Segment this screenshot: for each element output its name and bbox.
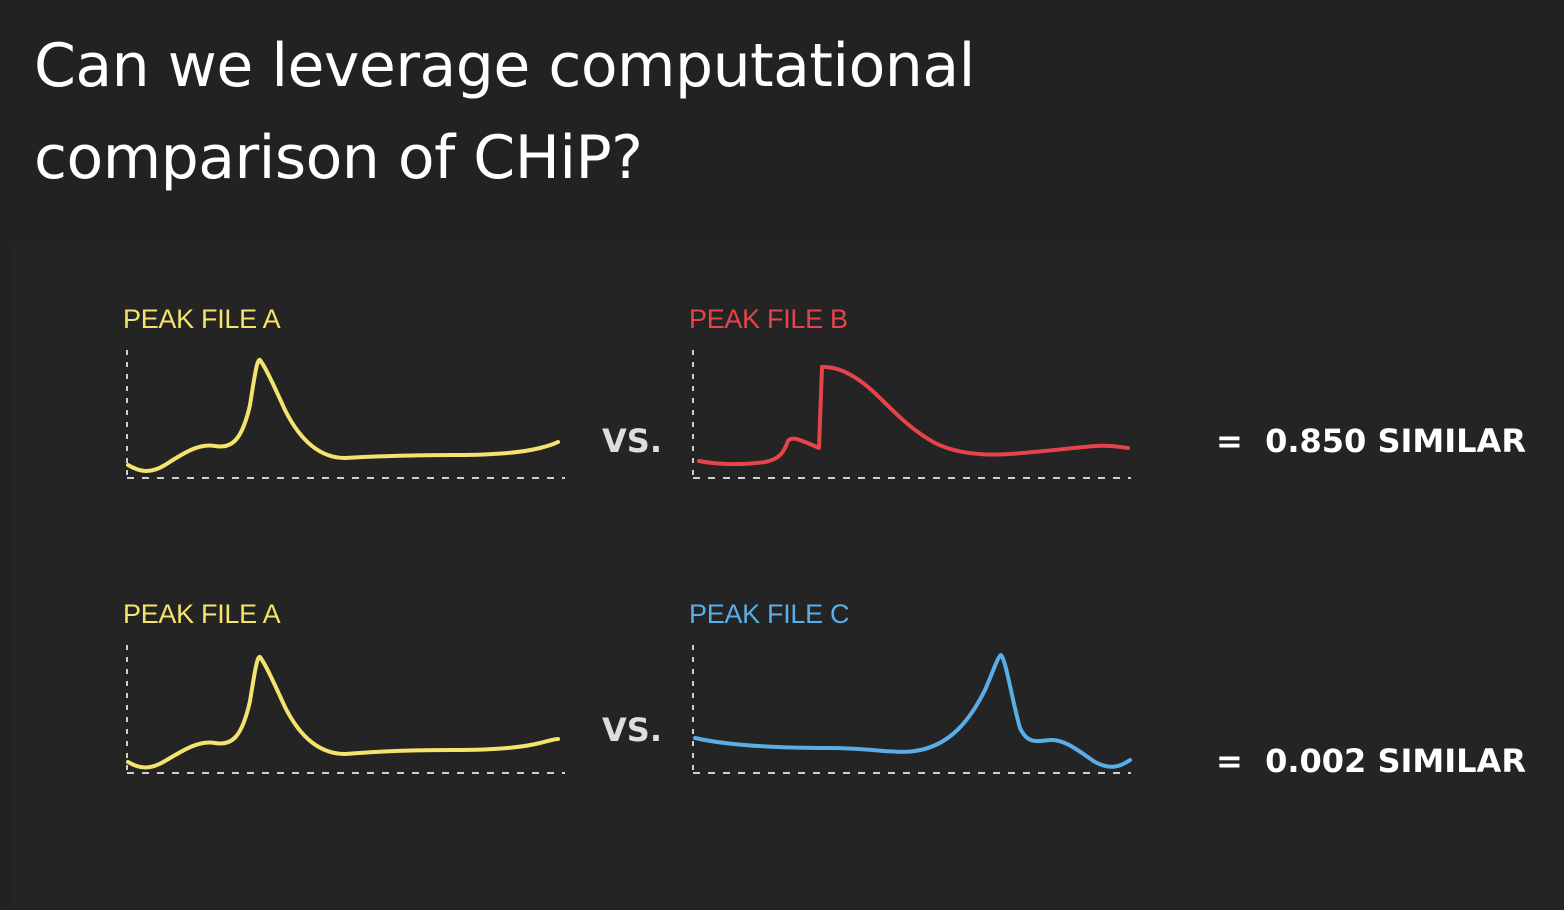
peak-file-a-label: PEAK FILE A: [123, 599, 281, 629]
page-title: Can we leverage computational comparison…: [34, 31, 975, 193]
peak-file-b-label: PEAK FILE B: [689, 304, 848, 334]
vs-label: VS.: [602, 422, 662, 460]
similarity-result: = 0.002 SIMILAR: [1216, 742, 1526, 780]
similarity-result: = 0.850 SIMILAR: [1216, 422, 1526, 460]
peak-file-a-curve: [126, 654, 560, 770]
vs-label: VS.: [602, 711, 662, 749]
comparison-panel: [12, 242, 1564, 910]
peak-file-b-curve: [697, 364, 1130, 467]
peak-file-a-label: PEAK FILE A: [123, 304, 281, 334]
peak-file-c-label: PEAK FILE C: [689, 599, 850, 629]
peak-file-a-curve: [126, 357, 560, 473]
peak-file-c-curve: [693, 653, 1132, 769]
